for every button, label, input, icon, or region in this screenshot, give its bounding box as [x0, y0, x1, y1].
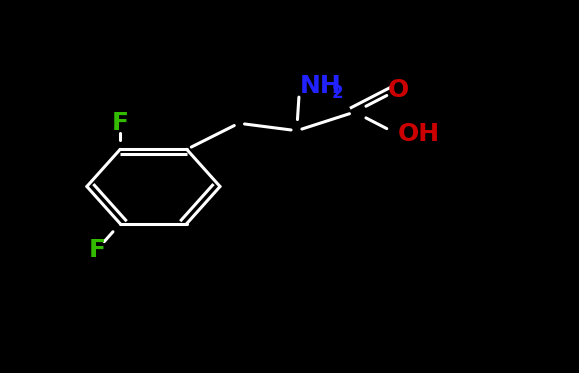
- Text: O: O: [387, 78, 409, 102]
- Text: F: F: [112, 111, 129, 135]
- Text: OH: OH: [398, 122, 440, 147]
- Text: F: F: [89, 238, 105, 262]
- Text: NH: NH: [300, 74, 342, 98]
- Text: 2: 2: [331, 84, 343, 102]
